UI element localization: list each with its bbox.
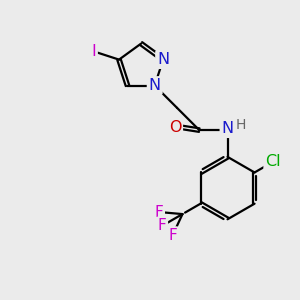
Text: F: F xyxy=(154,205,163,220)
Text: N: N xyxy=(221,121,234,136)
Text: F: F xyxy=(168,228,177,243)
Text: N: N xyxy=(157,52,169,67)
Text: F: F xyxy=(158,218,166,233)
Text: N: N xyxy=(148,78,161,93)
Text: I: I xyxy=(91,44,96,59)
Text: H: H xyxy=(236,118,246,132)
Text: O: O xyxy=(169,120,181,135)
Text: Cl: Cl xyxy=(265,154,281,169)
